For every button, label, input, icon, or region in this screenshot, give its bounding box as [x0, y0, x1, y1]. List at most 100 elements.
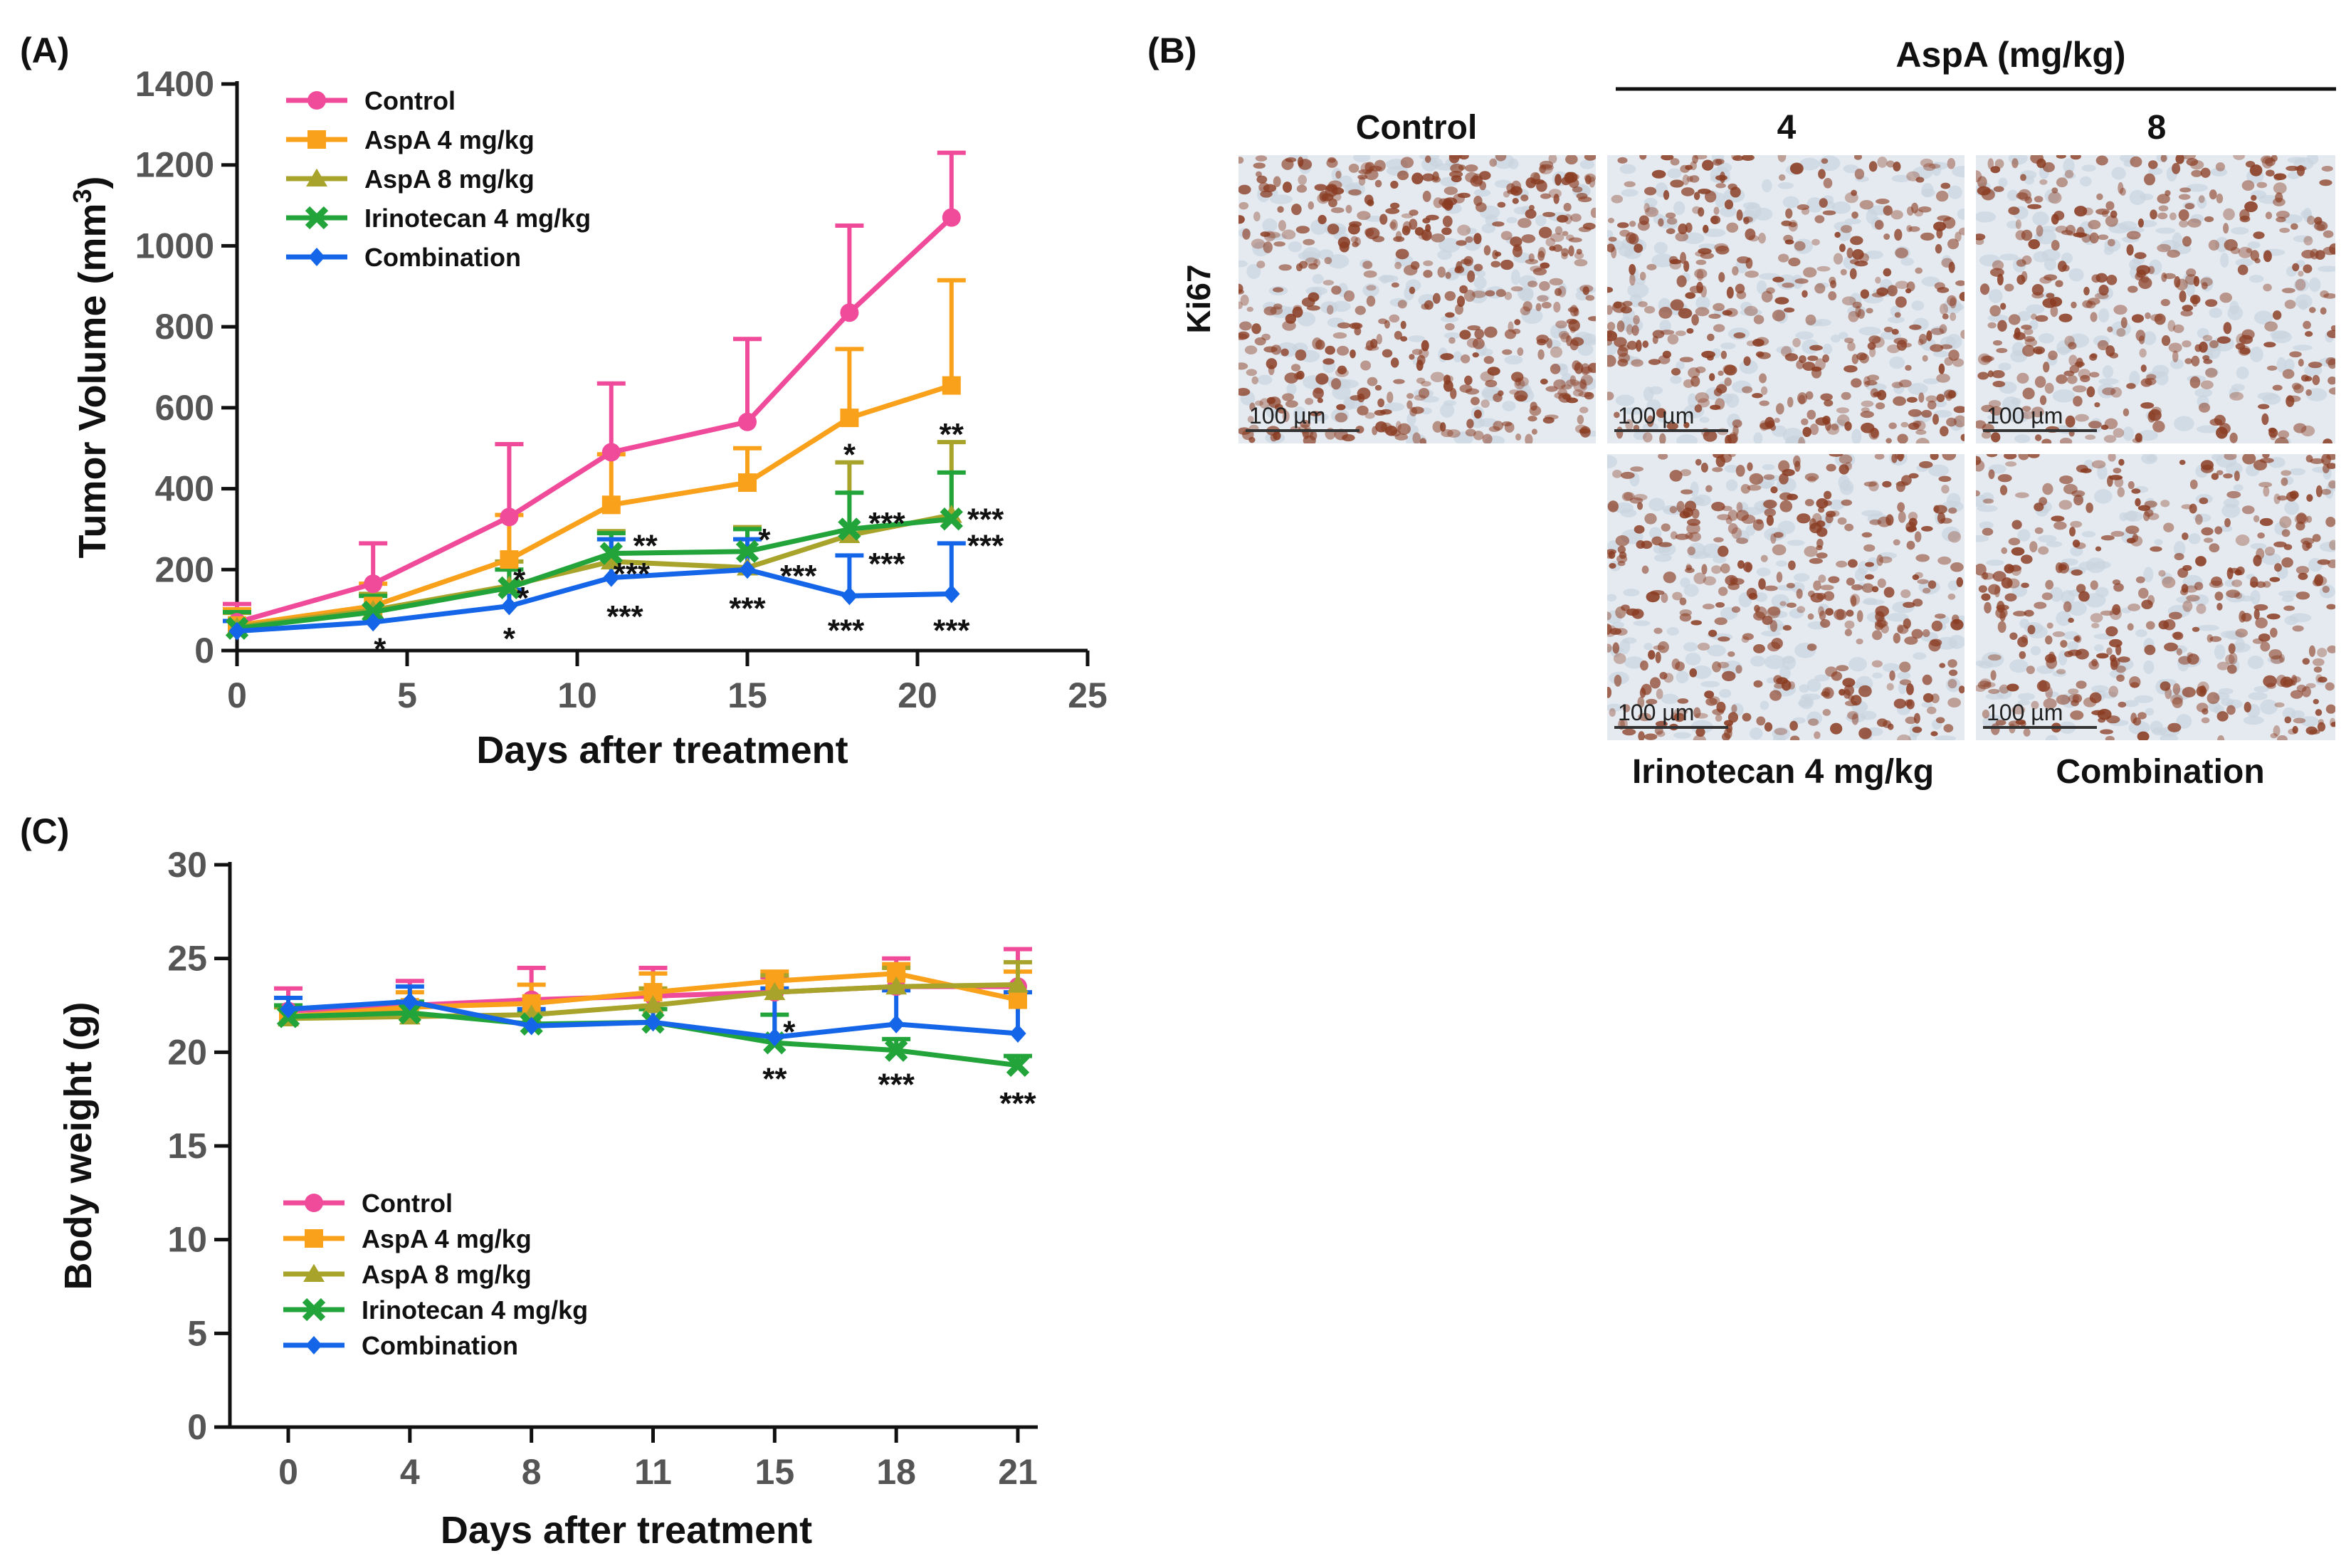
stroma-cell: [1777, 182, 1794, 189]
ki67-nucleus: [1821, 691, 1830, 697]
ki67-nucleus: [1822, 354, 1829, 363]
ki67-nucleus: [1990, 166, 2001, 174]
stroma-cell: [2208, 700, 2221, 712]
ki67-nucleus: [1950, 297, 1957, 309]
stroma-cell: [1981, 492, 1994, 503]
stroma-cell: [2024, 175, 2035, 185]
ki67-nucleus: [2001, 577, 2013, 589]
ki67-nucleus: [1263, 184, 1277, 193]
stroma-cell: [1979, 254, 2001, 267]
ki67-nucleus: [1238, 201, 1249, 210]
ki67-nucleus: [2089, 692, 2102, 703]
ki67-nucleus: [1565, 379, 1579, 387]
ki67-nucleus: [2278, 654, 2286, 663]
ki67-nucleus: [2330, 325, 2335, 332]
ki67-nucleus: [1671, 658, 1681, 670]
ki67-nucleus: [1936, 373, 1950, 383]
ki67-nucleus: [1285, 400, 1298, 408]
stroma-cell: [1619, 164, 1636, 174]
ki67-nucleus: [1607, 611, 1611, 621]
ki67-nucleus: [1389, 314, 1400, 323]
ki67-nucleus: [2312, 658, 2325, 666]
ki67-nucleus: [2184, 358, 2193, 364]
ki67-nucleus: [2318, 719, 2324, 725]
ki67-nucleus: [1655, 651, 1661, 663]
ki67-nucleus: [1550, 233, 1564, 242]
data-point-control: [601, 443, 621, 462]
ki67-nucleus: [2281, 470, 2291, 476]
stroma-cell: [1837, 228, 1851, 241]
stroma-cell: [1318, 249, 1334, 261]
x-tick-label: 5: [397, 675, 417, 715]
stroma-cell: [1908, 382, 1928, 395]
stroma-cell: [2209, 307, 2223, 318]
ki67-nucleus: [1816, 552, 1828, 559]
ki67-nucleus: [1737, 560, 1745, 569]
x-tick-label: 20: [898, 675, 937, 715]
ki67-nucleus: [1955, 280, 1965, 286]
ki67-nucleus: [1886, 160, 1895, 168]
ki67-nucleus: [1495, 289, 1506, 298]
stroma-cell: [1286, 383, 1297, 396]
ki67-nucleus: [2214, 414, 2226, 426]
ki67-nucleus: [2021, 634, 2028, 643]
legend-marker-aspa-8-mg-kg: [306, 168, 327, 187]
ki67-nucleus: [1987, 370, 1994, 378]
ki67-nucleus: [1364, 169, 1379, 181]
ki67-nucleus: [1897, 502, 1905, 512]
ki67-nucleus: [2263, 581, 2271, 588]
ki67-nucleus: [1651, 169, 1666, 179]
ki67-nucleus: [1612, 470, 1622, 478]
ki67-nucleus: [1697, 642, 1710, 651]
ki67-nucleus: [1578, 226, 1592, 233]
stroma-cell: [2278, 590, 2301, 597]
stroma-cell: [1772, 727, 1791, 740]
stroma-cell: [2219, 525, 2233, 532]
ki67-nucleus: [1742, 633, 1754, 641]
ki67-nucleus: [1658, 218, 1664, 227]
ki67-nucleus: [1666, 422, 1678, 430]
ki67-nucleus: [1918, 334, 1927, 344]
significance-mark: ***: [878, 1067, 915, 1102]
stroma-cell: [1860, 710, 1877, 720]
ki67-nucleus: [2196, 604, 2207, 614]
ki67-nucleus: [1484, 326, 1498, 338]
ki67-nucleus: [1992, 370, 2005, 379]
ki67-nucleus: [2110, 530, 2125, 537]
ki67-nucleus: [1895, 247, 1909, 258]
ki67-nucleus: [1844, 685, 1854, 696]
ki67-nucleus: [2321, 454, 2331, 465]
ki67-nucleus: [1572, 389, 1584, 397]
stroma-cell: [2098, 383, 2115, 399]
ki67-nucleus: [2182, 340, 2192, 348]
ki67-nucleus: [1387, 391, 1394, 404]
ki67-nucleus: [2215, 162, 2226, 172]
ki67-nucleus: [1281, 229, 1296, 240]
ki67-nucleus: [2137, 218, 2144, 228]
ki67-nucleus: [2314, 574, 2324, 586]
ki67-nucleus: [2262, 454, 2270, 458]
ki67-nucleus: [1328, 198, 1337, 208]
ki67-nucleus: [2325, 516, 2335, 527]
ki67-nucleus: [2120, 317, 2128, 329]
ki67-nucleus: [1391, 282, 1399, 288]
ki67-nucleus: [1760, 554, 1768, 562]
ki67-nucleus: [2005, 461, 2017, 467]
legend-label-irinotecan-4-mg-kg: Irinotecan 4 mg/kg: [362, 1295, 588, 1325]
ki67-nucleus: [1718, 370, 1724, 377]
ki67-nucleus: [1607, 243, 1615, 253]
stroma-cell: [1742, 201, 1760, 210]
ki67-nucleus: [1703, 224, 1709, 233]
ki67-nucleus: [2103, 435, 2117, 443]
stroma-cell: [1623, 589, 1640, 596]
ki67-nucleus: [1680, 469, 1692, 476]
ki67-nucleus: [2112, 604, 2121, 616]
data-point-combination: [401, 992, 419, 1011]
ki67-nucleus: [1908, 226, 1920, 232]
stroma-cell: [1806, 197, 1824, 213]
stroma-cell: [2287, 157, 2306, 164]
ki67-nucleus: [1312, 337, 1322, 350]
ki67-nucleus: [1656, 688, 1663, 700]
stroma-cell: [1713, 556, 1727, 564]
ki67-nucleus: [1758, 232, 1766, 244]
